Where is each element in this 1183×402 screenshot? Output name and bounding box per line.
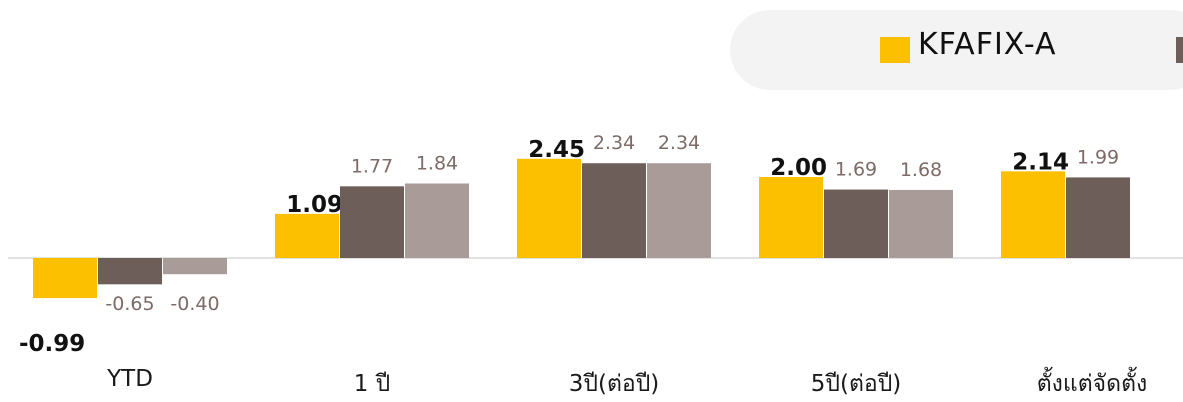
value-label-s1-c3: 1.69	[835, 159, 877, 181]
bar-s1-c1	[340, 186, 404, 258]
value-label-s2-c3: 1.68	[900, 159, 942, 181]
value-label-s0-c2: 2.45	[528, 137, 585, 163]
bar-s1-c0	[98, 258, 162, 285]
bar-s0-c4	[1001, 171, 1065, 258]
value-label-s0-c0: -0.99	[19, 331, 85, 357]
bar-s2-c1	[405, 183, 469, 258]
category-label-2: 3ปี(ต่อปี)	[568, 371, 660, 397]
value-label-s2-c1: 1.84	[416, 152, 458, 174]
category-label-4: ตั้งแต่จัดตั้ง	[1036, 371, 1148, 397]
bar-s1-c2	[582, 163, 646, 258]
bar-s2-c3	[889, 189, 953, 258]
category-label-0: YTD	[107, 366, 153, 392]
category-label-3: 5ปี(ต่อปี)	[810, 371, 902, 397]
legend-swatch-fund	[880, 37, 910, 63]
bar-s2-c0	[163, 258, 227, 275]
value-label-s1-c4: 1.99	[1077, 146, 1119, 168]
category-label-1: 1 ปี	[353, 371, 391, 397]
bar-s0-c1	[275, 213, 339, 258]
value-label-s0-c3: 2.00	[770, 155, 827, 181]
value-label-s2-c0: -0.40	[170, 293, 219, 315]
value-label-s0-c1: 1.09	[286, 192, 343, 218]
bar-s0-c2	[517, 158, 581, 258]
value-label-s0-c4: 2.14	[1012, 149, 1069, 175]
legend-swatch-benchmark	[1176, 37, 1183, 63]
bar-s1-c3	[824, 189, 888, 258]
bar-s2-c2	[647, 163, 711, 258]
value-label-s1-c2: 2.34	[593, 132, 635, 154]
bar-s1-c4	[1066, 177, 1130, 258]
value-label-s1-c1: 1.77	[351, 155, 393, 177]
legend-label-fund: KFAFIX-A	[918, 27, 1057, 62]
bar-s0-c3	[759, 177, 823, 258]
value-label-s2-c2: 2.34	[658, 132, 700, 154]
legend: KFAFIX-A	[730, 10, 1183, 90]
value-label-s1-c0: -0.65	[105, 293, 154, 315]
bar-s0-c0	[33, 258, 97, 299]
